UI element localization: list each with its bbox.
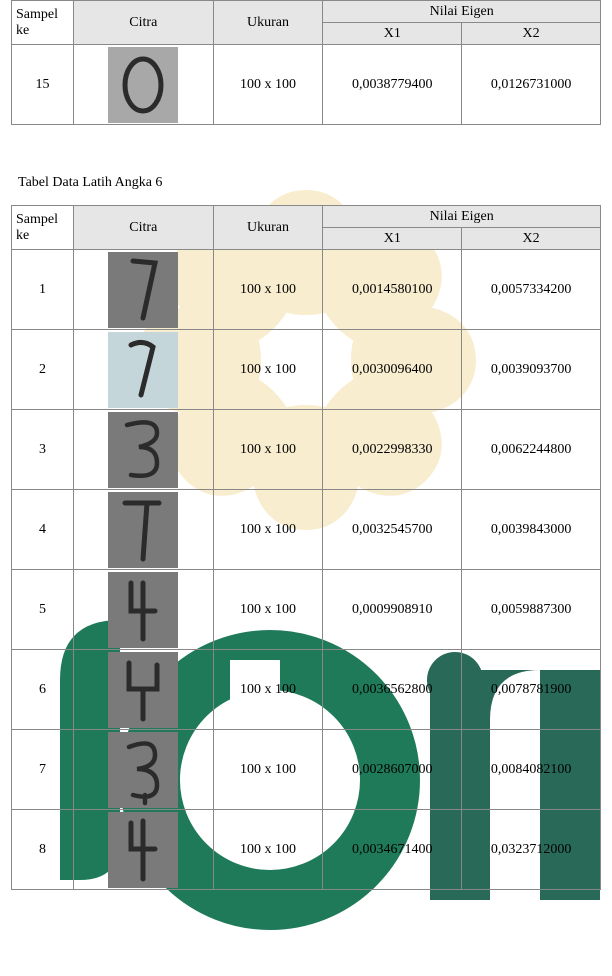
cell-sampel: 7 <box>12 730 74 810</box>
header-ukuran: Ukuran <box>213 206 323 250</box>
header-sampel: Sampel ke <box>12 1 74 45</box>
header-citra: Citra <box>73 1 213 45</box>
table-row: 8 100 x 1000,00346714000,0323712000 <box>12 810 601 890</box>
table-eigen-continuation: Sampel ke Citra Ukuran Nilai Eigen X1 X2… <box>11 0 601 125</box>
digit-image <box>108 812 178 888</box>
cell-sampel: 2 <box>12 330 74 410</box>
cell-sampel: 5 <box>12 570 74 650</box>
header-eigen: Nilai Eigen <box>323 1 601 23</box>
cell-ukuran: 100 x 100 <box>213 490 323 570</box>
cell-x1: 0,0038779400 <box>323 45 462 125</box>
cell-x2: 0,0078781900 <box>462 650 601 730</box>
cell-ukuran: 100 x 100 <box>213 810 323 890</box>
cell-sampel: 1 <box>12 250 74 330</box>
cell-ukuran: 100 x 100 <box>213 410 323 490</box>
digit-image <box>108 47 178 123</box>
cell-ukuran: 100 x 100 <box>213 570 323 650</box>
table-row: 7 100 x 1000,00286070000,0084082100 <box>12 730 601 810</box>
cell-ukuran: 100 x 100 <box>213 650 323 730</box>
cell-citra <box>73 810 213 890</box>
cell-x1: 0,0014580100 <box>323 250 462 330</box>
cell-sampel: 6 <box>12 650 74 730</box>
cell-sampel: 3 <box>12 410 74 490</box>
cell-citra <box>73 250 213 330</box>
cell-citra <box>73 410 213 490</box>
cell-citra <box>73 650 213 730</box>
header-x2: X2 <box>462 23 601 45</box>
cell-ukuran: 100 x 100 <box>213 730 323 810</box>
header-sampel: Sampel ke <box>12 206 74 250</box>
cell-citra <box>73 490 213 570</box>
table-row: 5 100 x 1000,00099089100,0059887300 <box>12 570 601 650</box>
cell-x2: 0,0039093700 <box>462 330 601 410</box>
cell-x2: 0,0059887300 <box>462 570 601 650</box>
cell-citra <box>73 45 213 125</box>
cell-x2: 0,0126731000 <box>462 45 601 125</box>
cell-sampel: 4 <box>12 490 74 570</box>
cell-citra <box>73 330 213 410</box>
cell-x2: 0,0062244800 <box>462 410 601 490</box>
table-row: 15 100 x 100 0,0038779400 0,0126731000 <box>12 45 601 125</box>
header-citra: Citra <box>73 206 213 250</box>
header-eigen: Nilai Eigen <box>323 206 601 228</box>
cell-x2: 0,0323712000 <box>462 810 601 890</box>
cell-x1: 0,0028607000 <box>323 730 462 810</box>
table-row: 4 100 x 1000,00325457000,0039843000 <box>12 490 601 570</box>
table-row: 1 100 x 1000,00145801000,0057334200 <box>12 250 601 330</box>
cell-x2: 0,0039843000 <box>462 490 601 570</box>
cell-x1: 0,0034671400 <box>323 810 462 890</box>
cell-sampel: 8 <box>12 810 74 890</box>
table-caption: Tabel Data Latih Angka 6 <box>18 175 602 191</box>
cell-ukuran: 100 x 100 <box>213 330 323 410</box>
digit-image <box>108 572 178 648</box>
header-x1: X1 <box>323 23 462 45</box>
header-x1: X1 <box>323 228 462 250</box>
table-row: 6 100 x 1000,00365628000,0078781900 <box>12 650 601 730</box>
cell-x1: 0,0022998330 <box>323 410 462 490</box>
cell-sampel: 15 <box>12 45 74 125</box>
table-row: 2 100 x 1000,00300964000,0039093700 <box>12 330 601 410</box>
cell-x1: 0,0032545700 <box>323 490 462 570</box>
digit-image <box>108 492 178 568</box>
header-ukuran: Ukuran <box>213 1 323 45</box>
cell-ukuran: 100 x 100 <box>213 45 323 125</box>
header-x2: X2 <box>462 228 601 250</box>
digit-image <box>108 652 178 728</box>
table-angka6: Sampel ke Citra Ukuran Nilai Eigen X1 X2… <box>11 205 601 890</box>
cell-citra <box>73 570 213 650</box>
table-row: 3 100 x 1000,00229983300,0062244800 <box>12 410 601 490</box>
cell-x1: 0,0030096400 <box>323 330 462 410</box>
digit-image <box>108 252 178 328</box>
cell-x2: 0,0057334200 <box>462 250 601 330</box>
cell-x1: 0,0009908910 <box>323 570 462 650</box>
cell-ukuran: 100 x 100 <box>213 250 323 330</box>
digit-image <box>108 732 178 808</box>
cell-citra <box>73 730 213 810</box>
digit-image <box>108 332 178 408</box>
cell-x1: 0,0036562800 <box>323 650 462 730</box>
digit-image <box>108 412 178 488</box>
cell-x2: 0,0084082100 <box>462 730 601 810</box>
